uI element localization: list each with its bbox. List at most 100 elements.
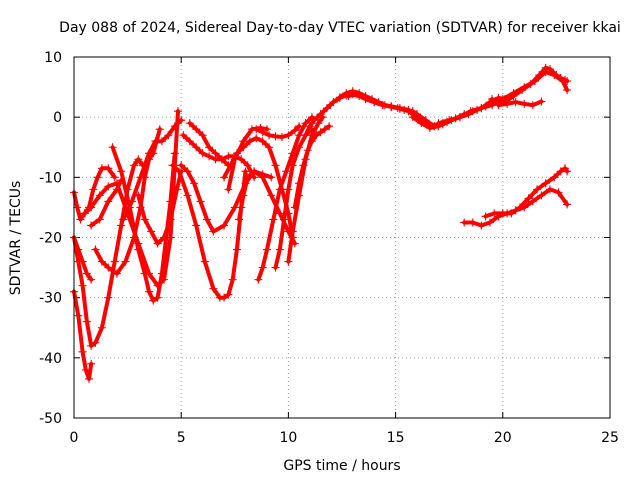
data-point-marker <box>230 155 239 164</box>
data-point-marker <box>417 119 426 128</box>
data-point-marker <box>232 245 241 254</box>
data-point-marker <box>95 215 104 224</box>
data-point-marker <box>275 245 284 254</box>
data-point-marker <box>140 269 149 278</box>
data-point-marker <box>211 149 220 158</box>
data-point-marker <box>192 125 201 134</box>
data-point-marker <box>267 191 276 200</box>
data-point-marker <box>466 107 475 116</box>
data-point-marker <box>112 269 121 278</box>
series-trace <box>72 157 145 348</box>
data-point-marker <box>78 347 87 356</box>
data-point-marker <box>509 92 518 101</box>
series-arc-18 <box>252 122 304 142</box>
x-tick-label: 10 <box>279 430 297 446</box>
data-point-marker <box>425 123 434 132</box>
series-arc-22 <box>290 122 334 212</box>
data-point-marker <box>145 287 154 296</box>
data-point-marker <box>295 143 304 152</box>
data-point-marker <box>110 173 119 182</box>
data-point-marker <box>535 71 544 80</box>
data-point-marker <box>537 191 546 200</box>
data-point-marker <box>183 191 192 200</box>
data-point-marker <box>498 209 507 218</box>
data-point-marker <box>134 191 143 200</box>
data-point-marker <box>507 209 516 218</box>
x-tick-label: 15 <box>387 430 405 446</box>
data-point-marker <box>97 257 106 266</box>
data-point-marker <box>202 215 211 224</box>
data-point-marker <box>164 131 173 140</box>
data-point-marker <box>117 167 126 176</box>
data-point-marker <box>468 218 477 227</box>
data-point-marker <box>477 221 486 230</box>
data-point-marker <box>149 296 158 305</box>
data-point-marker <box>265 131 274 140</box>
data-point-marker <box>434 119 443 128</box>
data-point-marker <box>550 173 559 182</box>
data-point-marker <box>275 209 284 218</box>
data-point-marker <box>265 143 274 152</box>
data-point-marker <box>76 215 85 224</box>
data-point-marker <box>153 293 162 302</box>
data-point-marker <box>563 77 572 86</box>
data-point-marker <box>93 173 102 182</box>
data-point-marker <box>235 215 244 224</box>
data-point-marker <box>288 161 297 170</box>
data-point-marker <box>404 105 413 114</box>
data-point-marker <box>515 203 524 212</box>
data-point-marker <box>413 110 422 119</box>
data-point-marker <box>209 227 218 236</box>
data-point-marker <box>277 133 286 142</box>
data-point-marker <box>170 122 179 131</box>
data-point-marker <box>370 98 379 107</box>
data-point-marker <box>545 65 554 74</box>
data-point-marker <box>87 341 96 350</box>
data-point-marker <box>198 149 207 158</box>
data-point-marker <box>325 122 334 131</box>
data-point-marker <box>74 311 83 320</box>
x-tick-label: 0 <box>70 430 79 446</box>
data-point-marker <box>395 104 404 113</box>
series-arc-29 <box>494 97 546 110</box>
data-point-marker <box>485 218 494 227</box>
series-arc-09 <box>119 116 186 224</box>
data-point-marker <box>262 245 271 254</box>
data-point-marker <box>136 173 145 182</box>
data-point-marker <box>284 131 293 140</box>
data-point-marker <box>87 221 96 230</box>
series-arc-14 <box>185 119 233 170</box>
data-point-marker <box>378 101 387 110</box>
data-point-marker <box>477 104 486 113</box>
data-point-marker <box>104 182 113 191</box>
data-point-marker <box>545 185 554 194</box>
data-point-marker <box>192 143 201 152</box>
data-point-marker <box>177 116 186 125</box>
data-point-marker <box>288 227 297 236</box>
data-point-marker <box>537 97 546 106</box>
data-point-marker <box>269 215 278 224</box>
data-point-marker <box>299 161 308 170</box>
data-point-marker <box>87 275 96 284</box>
data-point-marker <box>445 116 454 125</box>
axes: 0 5 10 15 20 25 -50 -40 -30 -20 -10 0 10 <box>39 50 619 446</box>
data-point-marker <box>481 212 490 221</box>
data-point-marker <box>563 200 572 209</box>
y-tick-label: 0 <box>53 110 62 126</box>
data-point-marker <box>185 119 194 128</box>
data-point-marker <box>329 98 338 107</box>
data-point-marker <box>97 323 106 332</box>
data-point-marker <box>408 113 417 122</box>
data-point-marker <box>262 125 271 134</box>
y-tick-label: -50 <box>39 411 62 427</box>
data-point-marker <box>157 269 166 278</box>
data-point-marker <box>82 269 91 278</box>
data-point-marker <box>239 191 248 200</box>
data-point-marker <box>361 95 370 104</box>
data-point-marker <box>179 131 188 140</box>
data-point-marker <box>166 215 175 224</box>
data-point-marker <box>250 167 259 176</box>
x-tick-label: 20 <box>494 430 512 446</box>
data-point-marker <box>271 161 280 170</box>
